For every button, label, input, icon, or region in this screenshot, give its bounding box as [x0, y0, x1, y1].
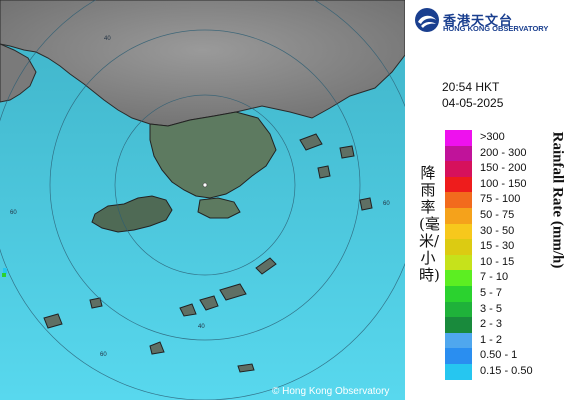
legend-label: 10 - 15: [480, 255, 515, 268]
legend-item: 200 - 300: [445, 145, 575, 162]
legend-item: 3 - 5: [445, 301, 575, 318]
legend-item: 0.15 - 0.50: [445, 363, 575, 380]
radar-map-image: 40 60 40 60 60: [0, 0, 405, 400]
hko-emblem-icon: [415, 8, 439, 32]
range-ring-label: 60: [100, 352, 107, 358]
legend-item: >300: [445, 130, 575, 146]
copyright-text: © Hong Kong Observatory: [272, 386, 390, 397]
legend-label: 100 - 150: [480, 177, 527, 190]
logo-name-cn: 香港天文台: [443, 13, 514, 28]
logo-name-en: HONG KONG OBSERVATORY: [443, 24, 549, 33]
hko-logo: [413, 6, 573, 34]
rainfall-legend: >300 200 - 300 150 - 200 100 - 150 75 - 100 5…: [445, 130, 575, 380]
outlying-islands: [43, 133, 373, 373]
legend-item: 75 - 100: [445, 192, 575, 208]
legend-swatch: [445, 301, 472, 318]
legend-swatch: [445, 332, 472, 349]
legend-swatch: [445, 176, 472, 193]
legend-swatch: [445, 348, 472, 364]
timestamp-time: 20:54 HKT: [442, 80, 500, 94]
legend-swatch: [445, 285, 472, 302]
legend-swatch: [445, 207, 472, 224]
legend-item: 30 - 50: [445, 223, 575, 240]
rain-echo: [2, 273, 6, 277]
legend-swatch: [445, 192, 472, 208]
range-rings: [0, 0, 405, 400]
hong-kong-island: [197, 197, 241, 219]
timestamp-date: 04-05-2025: [442, 96, 504, 110]
legend-label: 150 - 200: [480, 162, 527, 175]
legend-label: 3 - 5: [480, 302, 503, 315]
legend-swatch: [445, 270, 472, 286]
legend-item: 7 - 10: [445, 270, 575, 286]
legend-swatch: [445, 254, 472, 271]
info-panel: 香港天文台 HONG KONG OBSERVATORY 20:54 HKT 04…: [405, 0, 577, 400]
hong-kong-territory: [149, 111, 277, 199]
radar-center-marker: [202, 182, 208, 188]
legend-label: 30 - 50: [480, 224, 515, 237]
range-ring-label: 60: [383, 201, 390, 207]
legend-label: 5 - 7: [480, 286, 503, 299]
legend-label: >300: [480, 131, 505, 143]
legend-item: 50 - 75: [445, 207, 575, 224]
legend-label: 200 - 300: [480, 146, 527, 159]
legend-label: 2 - 3: [480, 318, 503, 331]
legend-label: 7 - 10: [480, 271, 509, 284]
legend-item: 150 - 200: [445, 161, 575, 177]
legend-swatch: [445, 239, 472, 255]
legend-item: 15 - 30: [445, 239, 575, 255]
legend-label: 0.50 - 1: [480, 349, 518, 362]
legend-title-cn: 降雨率(毫米/小時): [419, 164, 440, 284]
legend-label: 1 - 2: [480, 333, 503, 346]
legend-swatch: [445, 145, 472, 162]
legend-item: 10 - 15: [445, 254, 575, 271]
legend-item: 100 - 150: [445, 176, 575, 193]
legend-item: 2 - 3: [445, 317, 575, 333]
legend-item: 5 - 7: [445, 285, 575, 302]
legend-label: 50 - 75: [480, 208, 515, 221]
legend-swatch: [445, 161, 472, 177]
range-ring-label: 40: [198, 324, 205, 330]
legend-swatch: [445, 130, 472, 146]
legend-swatch: [445, 363, 472, 380]
radar-map: 40 60 40 60 60 © Hong Kong Observatory: [0, 0, 405, 400]
lantau-island: [91, 195, 173, 233]
legend-label: 15 - 30: [480, 240, 515, 253]
legend-swatch: [445, 223, 472, 240]
legend-label: 75 - 100: [480, 193, 521, 206]
range-ring-label: 60: [10, 210, 17, 216]
range-ring-label: 40: [104, 36, 111, 42]
rain-echo: [3, 268, 7, 274]
legend-item: 0.50 - 1: [445, 348, 575, 364]
range-ring-labels: 40 60 40 60 60: [10, 36, 390, 358]
pearl-river-west-land: [0, 43, 37, 103]
legend-swatch: [445, 317, 472, 333]
legend-label: 0.15 - 0.50: [480, 364, 533, 377]
legend-item: 1 - 2: [445, 332, 575, 349]
